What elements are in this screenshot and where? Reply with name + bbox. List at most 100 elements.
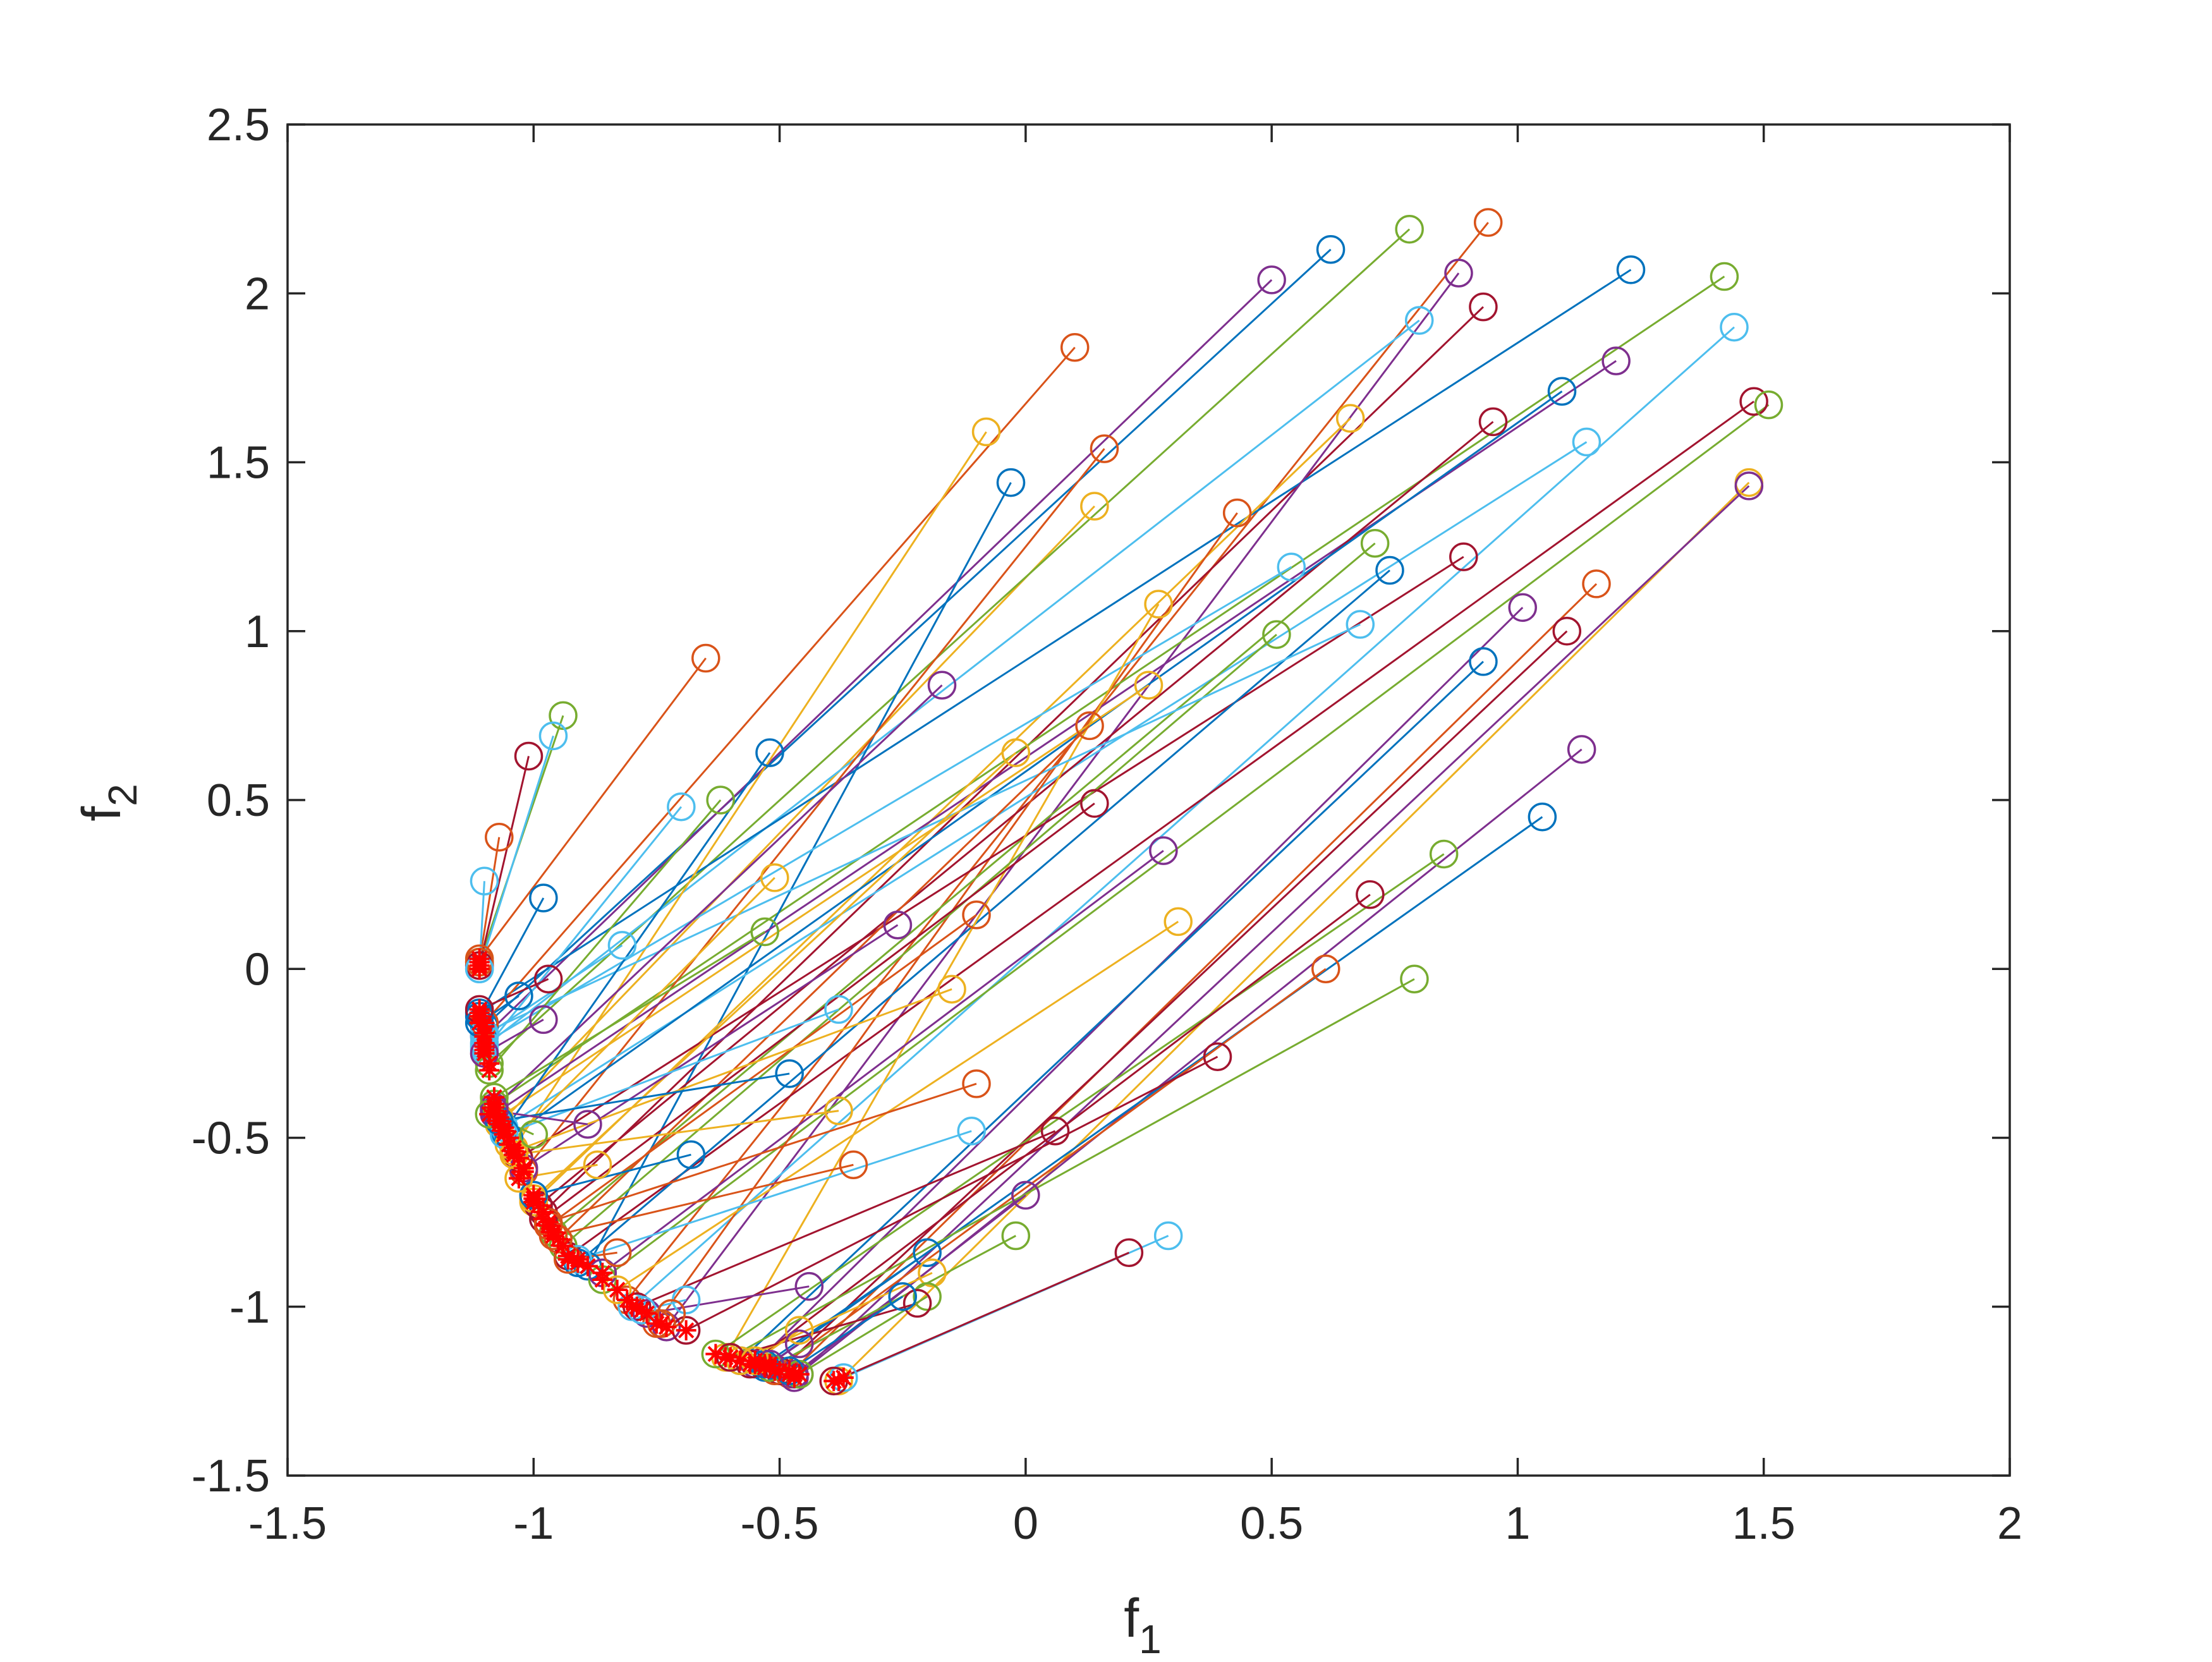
start-point (1311, 954, 1340, 983)
end-point-asterisk (607, 1280, 628, 1301)
start-point (1335, 404, 1365, 433)
series-line (494, 931, 765, 1098)
end-point-asterisk (474, 1026, 495, 1047)
end-point-asterisk (469, 999, 490, 1020)
y-tick-label: 2 (245, 269, 270, 319)
series-line (508, 876, 775, 1146)
start-point (1449, 542, 1478, 571)
start-point (1075, 711, 1104, 741)
start-point (1164, 907, 1193, 937)
start-point (1572, 427, 1601, 457)
series-line (478, 756, 530, 966)
start-point (514, 741, 544, 771)
start-point (1444, 258, 1473, 288)
series-line (552, 542, 1376, 1234)
end-marker-layer (469, 949, 854, 1392)
start-point (902, 1289, 932, 1318)
start-point (750, 917, 779, 947)
end-point-asterisk (504, 1144, 525, 1165)
series-line (715, 853, 1445, 1355)
end-point-asterisk (676, 1320, 696, 1341)
start-point (691, 643, 720, 673)
end-point-asterisk (651, 1313, 672, 1334)
series-line (789, 1295, 904, 1372)
start-point (1080, 789, 1109, 818)
series-line (489, 799, 722, 1071)
start-point (1262, 620, 1291, 649)
end-point-asterisk (489, 1110, 509, 1131)
series-line (729, 978, 1415, 1359)
start-point (927, 670, 957, 700)
end-point-asterisk (631, 1300, 652, 1321)
series-line (647, 1285, 810, 1314)
start-point (706, 786, 735, 815)
series-line (577, 569, 1390, 1264)
start-point (1144, 590, 1173, 619)
start-point (1734, 471, 1764, 500)
series-line (789, 583, 1598, 1375)
end-point-asterisk (508, 1168, 529, 1189)
start-point (784, 1316, 814, 1345)
series-line (508, 391, 1563, 1139)
start-point (1149, 836, 1178, 865)
y-axis-label: f2 (71, 784, 145, 822)
x-tick-label: 0 (1013, 1498, 1038, 1549)
start-point (1356, 880, 1385, 909)
end-point-asterisk (523, 1185, 544, 1206)
start-point (996, 468, 1026, 497)
x-axis-label: f1 (1124, 1588, 1162, 1659)
end-point-asterisk (543, 1225, 564, 1246)
start-point (1203, 1042, 1232, 1071)
end-point-circle (602, 1275, 632, 1304)
start-point (937, 974, 966, 1004)
start-point (824, 1096, 853, 1125)
end-point-asterisk (513, 1158, 534, 1179)
series-line (567, 401, 1755, 1257)
series-line (523, 924, 899, 1169)
y-tick-label: 2.5 (207, 100, 270, 150)
end-point-asterisk (577, 1256, 598, 1277)
y-axis-ticks: -1.5 -1 -0.5 0 0.5 1 1.5 2 2.5 (191, 100, 2010, 1501)
start-point (1040, 1117, 1070, 1146)
start-point (918, 1258, 947, 1288)
start-point (1469, 647, 1498, 676)
series-line (478, 269, 1632, 1014)
start-point (1134, 670, 1164, 700)
series-line (513, 431, 987, 1149)
series-line (518, 555, 1464, 1159)
start-point (667, 792, 696, 822)
start-point (913, 1238, 942, 1267)
y-tick-label: 1.5 (207, 438, 270, 488)
start-point (529, 883, 558, 913)
x-tick-label: -0.5 (741, 1498, 819, 1549)
start-point (1277, 552, 1306, 581)
start-point (1429, 839, 1459, 869)
start-point (775, 1059, 804, 1088)
start-point (533, 964, 563, 994)
start-point (1080, 492, 1109, 521)
series-line (478, 837, 501, 962)
series-line (837, 482, 1750, 1382)
end-point-asterisk (469, 1012, 490, 1033)
start-point (1395, 214, 1424, 244)
series-line (483, 248, 1332, 1028)
series-line (513, 1110, 839, 1156)
start-point (1011, 1180, 1040, 1210)
start-point (1567, 735, 1596, 764)
series-line (577, 1130, 972, 1261)
start-point (573, 1110, 602, 1139)
series-line (499, 1072, 790, 1122)
series-line (739, 660, 1484, 1362)
series-line (553, 1163, 854, 1237)
x-tick-label: 2 (1997, 1498, 2022, 1549)
series-line (749, 894, 1371, 1365)
start-point (957, 1117, 986, 1146)
end-point-asterisk (617, 1290, 638, 1311)
start-point (1153, 1221, 1183, 1251)
series-layer (478, 222, 1770, 1382)
end-point-asterisk (730, 1350, 751, 1371)
start-point (549, 701, 578, 731)
x-tick-label: 0.5 (1240, 1498, 1303, 1549)
x-axis-ticks: -1.5 -1 -0.5 0 0.5 1 1.5 2 (248, 124, 2022, 1549)
start-point (1547, 377, 1577, 406)
